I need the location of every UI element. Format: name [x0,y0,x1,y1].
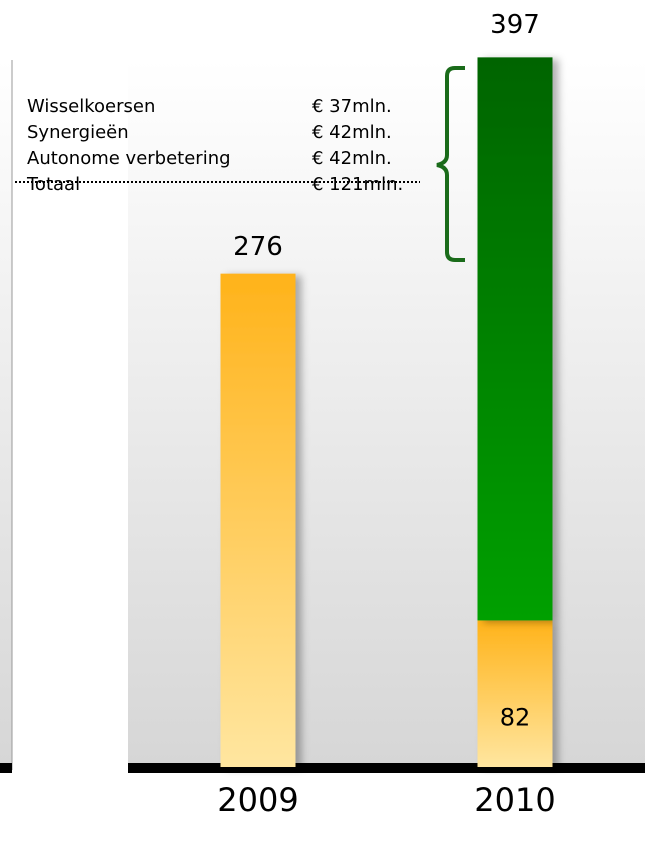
breakdown-label: Autonome verbetering [27,148,231,169]
breakdown-amount: € 121mln. [312,174,403,195]
bar-segment [477,620,553,767]
breakdown-amount: € 42mln. [312,122,392,143]
brace [436,66,465,262]
bar-segment [220,273,296,767]
x-tick-label: 2009 [217,781,298,819]
bar-segment [477,57,553,621]
breakdown-amount: € 37mln. [312,96,392,117]
baseline [128,763,645,773]
value-label: 82 [500,704,531,732]
plot-bg [128,60,645,767]
breakdown-label: Totaal [26,174,80,195]
breakdown-label: Synergieën [27,122,129,143]
left-panel [0,60,12,767]
baseline-left [0,763,12,773]
breakdown-amount: € 42mln. [312,148,392,169]
total-label: 397 [490,10,540,40]
x-tick-label: 2010 [474,781,555,819]
value-label: 276 [233,232,283,262]
breakdown-label: Wisselkoersen [27,96,155,117]
